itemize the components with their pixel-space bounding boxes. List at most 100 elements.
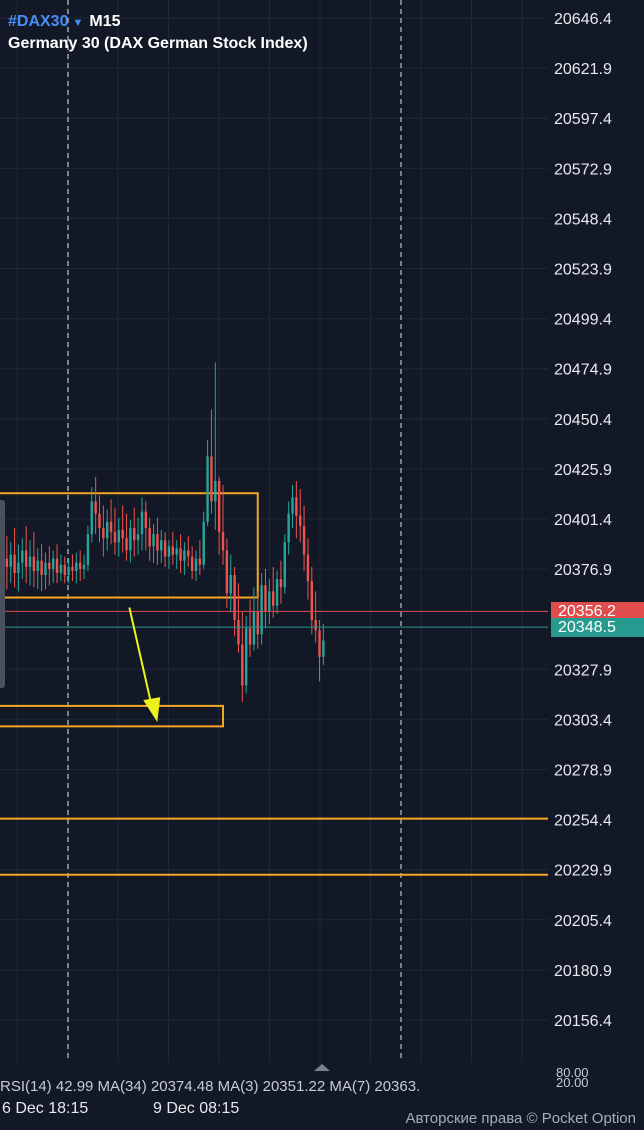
- candle: [256, 591, 259, 649]
- time-label: 9 Dec 08:15: [153, 1100, 240, 1117]
- zone-rectangle: [0, 704, 225, 728]
- candle-body: [314, 620, 317, 631]
- candle-body: [187, 550, 190, 557]
- candle: [17, 544, 20, 592]
- symbol-selector[interactable]: #DAX30: [8, 13, 69, 30]
- candle-body: [275, 579, 279, 606]
- candle: [179, 534, 182, 573]
- candle-body: [121, 530, 124, 539]
- candle: [194, 550, 198, 582]
- candle-body: [63, 564, 66, 576]
- trend-arrow-line: [128, 607, 153, 705]
- candle: [148, 517, 151, 561]
- overlay-layer: [0, 607, 548, 1071]
- price-tick-label: 20523.9: [554, 262, 612, 279]
- candle: [102, 505, 105, 557]
- candle: [210, 409, 213, 514]
- candle-body: [291, 497, 294, 514]
- candle: [40, 544, 43, 592]
- candle-body: [163, 540, 167, 557]
- candle-body: [36, 560, 39, 571]
- candle: [129, 519, 132, 563]
- candle: [109, 499, 113, 545]
- candle-body: [206, 456, 209, 522]
- candle-body: [75, 562, 78, 571]
- candle: [48, 546, 51, 586]
- price-tick-label: 20597.4: [554, 111, 612, 128]
- candle: [24, 525, 28, 584]
- candle: [5, 536, 9, 590]
- candle-body: [109, 521, 113, 533]
- candle-body: [113, 532, 117, 543]
- candle-body: [86, 534, 90, 565]
- candle: [314, 591, 317, 643]
- candle: [302, 505, 306, 571]
- chevron-down-icon[interactable]: ▼: [72, 17, 84, 29]
- candle: [252, 587, 256, 651]
- indicator-legend[interactable]: RSI(14) 42.99 MA(34) 20374.48 MA(3) 2035…: [0, 1078, 421, 1095]
- candle-body: [125, 538, 128, 551]
- candle: [67, 558, 70, 584]
- candle-body: [256, 611, 259, 635]
- candle-body: [221, 532, 225, 551]
- price-tick-label: 20450.4: [554, 412, 612, 429]
- candle-body: [283, 542, 286, 588]
- price-axis[interactable]: 20646.4 20621.9 20597.4 20572.9 20548.4 20523…: [554, 11, 612, 1030]
- candle: [217, 476, 221, 555]
- candle-body: [183, 550, 186, 561]
- candle-body: [260, 585, 263, 635]
- chart-header: #DAX30 ▼ M15 Germany 30 (DAX German Stoc…: [8, 13, 308, 53]
- candle: [291, 485, 294, 528]
- price-tick-label: 20646.4: [554, 11, 612, 28]
- candle: [283, 534, 286, 594]
- candle: [160, 530, 163, 563]
- candle: [140, 497, 144, 551]
- candle-body: [9, 554, 12, 567]
- indicator-scale-value: 80.00: [556, 1065, 589, 1080]
- candles-layer[interactable]: [1, 362, 325, 702]
- candle-body: [264, 585, 267, 612]
- candle: [225, 538, 229, 608]
- candle-body: [133, 527, 136, 541]
- candle: [299, 489, 302, 543]
- candle-body: [214, 480, 217, 502]
- candle: [310, 566, 313, 635]
- drawing-panel-handle[interactable]: [0, 500, 5, 688]
- scroll-up-icon: [314, 1064, 330, 1071]
- candle-body: [175, 548, 178, 555]
- candle-body: [202, 521, 205, 565]
- candle-body: [302, 525, 306, 555]
- candle-body: [299, 515, 302, 526]
- candle-body: [252, 611, 256, 645]
- price-tick-label: 20180.9: [554, 963, 612, 980]
- candle-body: [28, 556, 32, 567]
- candle-body: [144, 511, 148, 528]
- candle: [241, 611, 244, 702]
- candle-body: [90, 501, 93, 535]
- candle-body: [190, 556, 194, 571]
- candle-body: [194, 558, 198, 571]
- candle-body: [322, 640, 325, 657]
- price-tick-label: 20156.4: [554, 1013, 612, 1030]
- candle: [279, 560, 283, 604]
- candle-body: [152, 534, 155, 547]
- candle-body: [179, 548, 182, 561]
- candle: [183, 542, 186, 576]
- price-tick-label: 20303.4: [554, 712, 612, 729]
- candle-body: [55, 558, 59, 573]
- candle: [9, 542, 12, 584]
- price-tick-label: 20376.9: [554, 562, 612, 579]
- candle-body: [306, 554, 310, 582]
- candle-body: [98, 513, 101, 528]
- price-tick-label: 20205.4: [554, 913, 612, 930]
- timeframe-label[interactable]: M15: [89, 13, 121, 30]
- candle: [295, 480, 298, 539]
- candle-body: [51, 558, 55, 569]
- candle-body: [129, 527, 132, 551]
- candle: [71, 554, 74, 582]
- indicator-scale-value: 20.00: [556, 1075, 589, 1090]
- candle-body: [229, 575, 232, 594]
- candle: [187, 536, 190, 567]
- price-tick-label: 20425.9: [554, 462, 612, 479]
